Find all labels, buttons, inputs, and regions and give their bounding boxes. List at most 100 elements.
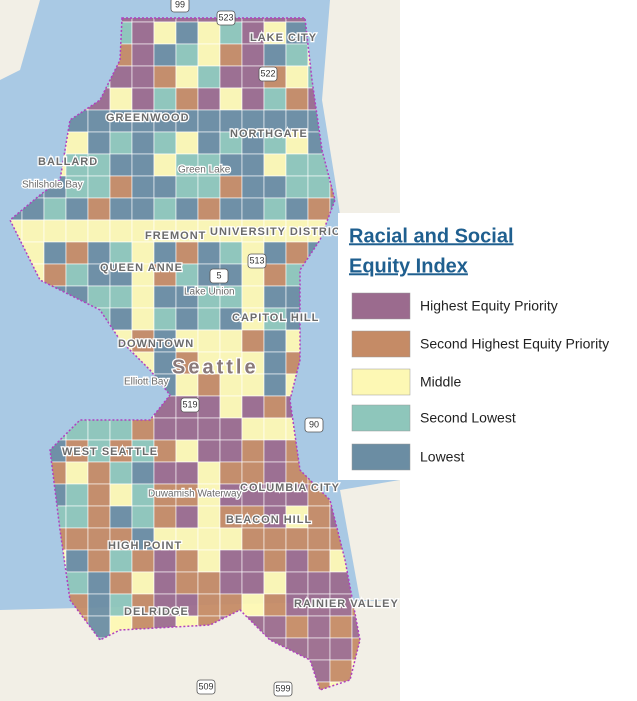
tract: [263, 615, 287, 639]
tract: [87, 549, 111, 573]
tract: [219, 65, 243, 89]
place-label: UNIVERSITY DISTRICT: [210, 226, 349, 238]
tract: [109, 307, 133, 331]
tract: [153, 43, 177, 67]
tract: [21, 219, 45, 243]
road-shield: [170, 0, 190, 13]
tract: [175, 505, 199, 529]
place-label: DELRIDGE: [124, 606, 189, 618]
place-label: CAPITOL HILL: [232, 312, 319, 324]
tract: [109, 571, 133, 595]
tract: [197, 87, 221, 111]
tract: [87, 241, 111, 265]
tract: [285, 571, 309, 595]
tract: [153, 153, 177, 177]
tract: [109, 153, 133, 177]
tract: [109, 87, 133, 111]
tract: [65, 505, 89, 529]
legend-label: Second Lowest: [420, 410, 516, 426]
tract: [241, 593, 265, 617]
tract: [285, 241, 309, 265]
tract: [219, 87, 243, 111]
tract: [197, 175, 221, 199]
tract: [175, 21, 199, 45]
tract: [65, 549, 89, 573]
place-label: Seattle: [172, 356, 259, 378]
tract: [175, 417, 199, 441]
tract: [219, 549, 243, 573]
tract: [263, 263, 287, 287]
land: [0, 0, 40, 80]
place-label: COLUMBIA CITY: [240, 482, 340, 494]
tract: [87, 197, 111, 221]
place-label: BALLARD: [38, 156, 98, 168]
tract: [87, 505, 111, 529]
tract: [219, 43, 243, 67]
tract: [131, 241, 155, 265]
city-boundary: [9, 17, 361, 691]
tract: [65, 263, 89, 287]
land: [340, 480, 400, 600]
tract: [197, 197, 221, 221]
tract: [87, 593, 111, 617]
tract: [197, 439, 221, 463]
tract: [153, 197, 177, 221]
tract: [153, 21, 177, 45]
tract: [197, 571, 221, 595]
tract: [131, 175, 155, 199]
tract: [263, 593, 287, 617]
road-shield: [247, 253, 267, 269]
tract: [219, 439, 243, 463]
tract: [307, 175, 331, 199]
tract: [65, 131, 89, 155]
road-shield: [196, 679, 216, 695]
tract: [197, 329, 221, 353]
tract: [175, 241, 199, 265]
tract: [131, 197, 155, 221]
tract: [175, 87, 199, 111]
road-shield-label: 509: [198, 681, 213, 691]
tract: [263, 153, 287, 177]
tract: [87, 483, 111, 507]
place-label: Duwamish Waterway: [148, 489, 242, 500]
tract: [109, 175, 133, 199]
tract: [109, 549, 133, 573]
place-label: Lake Union: [184, 287, 235, 298]
tract: [197, 505, 221, 529]
tract: [263, 417, 287, 441]
tract: [263, 175, 287, 199]
tract: [285, 615, 309, 639]
tract: [175, 439, 199, 463]
tract: [131, 505, 155, 529]
road-shield-label: 90: [309, 419, 319, 429]
tract: [285, 527, 309, 551]
tract: [241, 395, 265, 419]
tract: [175, 197, 199, 221]
tract: [153, 87, 177, 111]
tract: [263, 395, 287, 419]
tract: [219, 241, 243, 265]
legend-label: Second Highest Equity Priority: [420, 336, 609, 352]
road-shield-label: 5: [216, 270, 221, 280]
tract: [263, 373, 287, 397]
tract: [307, 681, 331, 690]
tract: [263, 329, 287, 353]
tract: [153, 571, 177, 595]
tract: [109, 483, 133, 507]
tract: [65, 527, 89, 551]
tract: [263, 527, 287, 551]
tract: [175, 461, 199, 485]
tract: [241, 329, 265, 353]
tract: [263, 87, 287, 111]
tract: [87, 417, 111, 441]
tract: [65, 197, 89, 221]
road-shield: [216, 10, 236, 26]
tract: [131, 65, 155, 89]
legend-label: Lowest: [420, 449, 464, 465]
tract: [197, 417, 221, 441]
road-shield: [258, 66, 278, 82]
place-label: HIGH POINT: [108, 540, 182, 552]
legend-swatch: [351, 330, 411, 358]
tract: [285, 87, 309, 111]
place-label: WEST SEATTLE: [62, 446, 158, 458]
